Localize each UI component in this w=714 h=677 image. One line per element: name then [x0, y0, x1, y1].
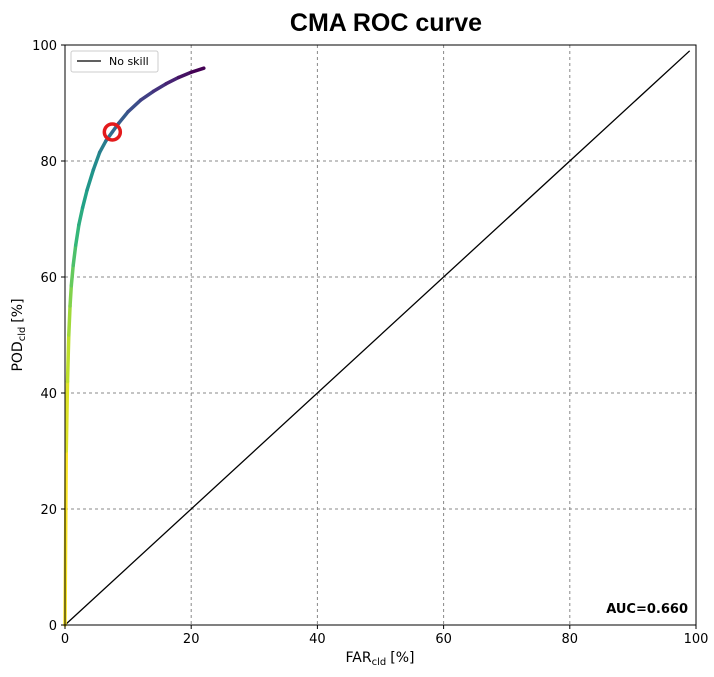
auc-annotation: AUC=0.660	[606, 602, 688, 617]
chart-title: CMA ROC curve	[290, 9, 482, 37]
y-tick-label: 20	[40, 503, 57, 518]
x-tick-label: 60	[435, 632, 452, 647]
plot-frame	[64, 44, 697, 626]
roc-curve-segment	[67, 304, 72, 337]
roc-curve-segment	[68, 283, 74, 308]
grid	[65, 45, 696, 625]
legend-box	[70, 50, 159, 73]
roc-curve-segment	[138, 89, 156, 102]
roc-curve-segment	[164, 75, 181, 86]
y-tick-label: 100	[32, 39, 57, 54]
x-tick-label: 100	[684, 632, 709, 647]
x-tick-label: 20	[183, 632, 200, 647]
roc-curve-segment	[85, 167, 96, 192]
roc-curve-segment	[77, 205, 85, 227]
operating-point-marker	[102, 122, 123, 142]
x-tick-label: 0	[61, 632, 69, 647]
roc-curve-segment	[189, 66, 206, 75]
roc-curve-segment	[126, 98, 143, 114]
roc-curve-segment	[73, 223, 81, 247]
y-tick-label: 80	[40, 155, 57, 170]
roc-curve-segment	[80, 188, 89, 210]
x-tick-label: 80	[562, 632, 579, 647]
roc-curve-segment	[71, 243, 78, 268]
roc-curve-segment	[91, 150, 102, 172]
y-tick-label: 0	[49, 619, 57, 634]
roc-curve-segment	[69, 263, 75, 288]
x-axis-label: FARcld [%]	[346, 650, 415, 668]
roc-curve-segment	[64, 379, 70, 453]
x-tick-label: 40	[309, 632, 326, 647]
roc-curve-segment	[65, 333, 71, 384]
no-skill-line	[64, 50, 691, 626]
roc-curve-segment	[151, 82, 168, 94]
roc-curve-segment	[97, 138, 108, 155]
ticks: 0 20 40 60 80 100 0 20 40 60 80 100	[32, 39, 708, 647]
y-axis-label: PODcld[%]	[10, 298, 28, 371]
roc-curve-segment	[176, 70, 193, 80]
legend: No skill	[70, 50, 159, 73]
roc-curve-segment	[116, 109, 130, 126]
y-tick-label: 40	[40, 387, 57, 402]
y-tick-label: 60	[40, 271, 57, 286]
legend-no-skill-label: No skill	[109, 55, 149, 68]
series-layer	[63, 50, 691, 627]
